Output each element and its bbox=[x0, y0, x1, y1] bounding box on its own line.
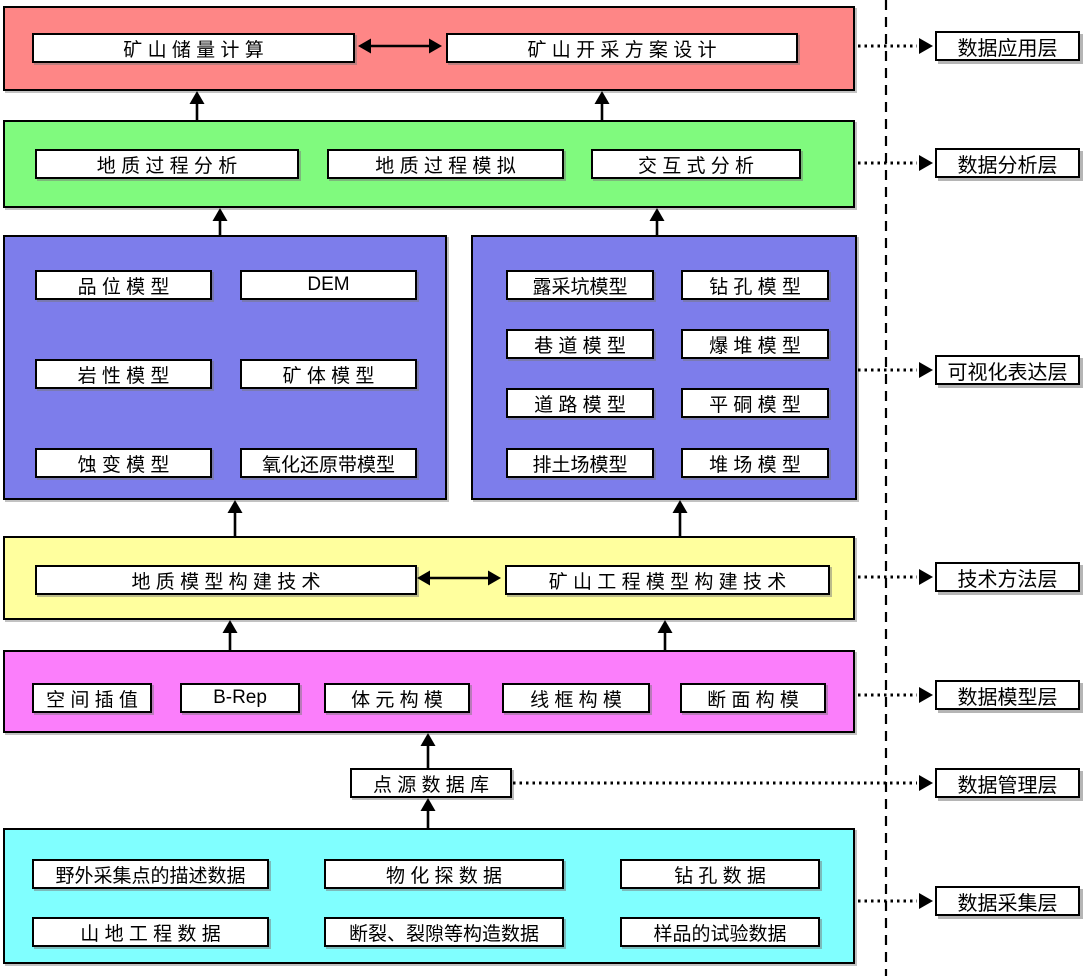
band-data-collection: 野外采集点的描述数据 物 化 探 数 据 钻 孔 数 据 山 地 工 程 数 据… bbox=[3, 828, 855, 964]
layer-label-data-application: 数据应用层 bbox=[935, 31, 1080, 61]
dotted-connector-arrow bbox=[513, 775, 933, 791]
node-geo-process-simulation: 地 质 过 程 模 拟 bbox=[327, 149, 564, 179]
up-arrow bbox=[227, 500, 243, 536]
node-lithology-model: 岩 性 模 型 bbox=[35, 359, 212, 389]
layer-label-data-management: 数据管理层 bbox=[935, 768, 1080, 798]
node-drillhole-data: 钻 孔 数 据 bbox=[620, 859, 820, 889]
layer-label-visualization: 可视化表达层 bbox=[935, 355, 1080, 385]
node-spatial-interpolation: 空 间 插 值 bbox=[32, 683, 152, 713]
node-brep: B-Rep bbox=[180, 683, 300, 713]
up-arrow bbox=[222, 620, 238, 650]
node-road-model: 道 路 模 型 bbox=[506, 388, 654, 418]
up-arrow bbox=[649, 208, 665, 235]
node-point-source-database: 点 源 数 据 库 bbox=[350, 768, 512, 798]
node-dem: DEM bbox=[240, 270, 417, 300]
layer-label-data-analysis: 数据分析层 bbox=[935, 148, 1080, 178]
up-arrow bbox=[212, 208, 228, 235]
node-voxel-modeling: 体 元 构 模 bbox=[324, 683, 470, 713]
dotted-connector-arrow bbox=[858, 569, 933, 585]
dotted-connector-arrow bbox=[858, 155, 933, 171]
node-geophysical-geochemical-data: 物 化 探 数 据 bbox=[324, 859, 564, 889]
node-waste-dump-model: 排土场模型 bbox=[506, 448, 654, 478]
layer-label-data-collection: 数据采集层 bbox=[935, 886, 1080, 916]
band-data-application: 矿 山 储 量 计 算 矿 山 开 采 方 案 设 计 bbox=[3, 6, 855, 91]
band-data-analysis: 地 质 过 程 分 析 地 质 过 程 模 拟 交 互 式 分 析 bbox=[3, 120, 855, 208]
node-open-pit-model: 露采坑模型 bbox=[506, 270, 654, 300]
node-tunnel-model: 巷 道 模 型 bbox=[506, 329, 654, 359]
node-stockyard-model: 堆 场 模 型 bbox=[681, 448, 829, 478]
panel-geology-models: 品 位 模 型 DEM 岩 性 模 型 矿 体 模 型 蚀 变 模 型 氧化还原… bbox=[3, 235, 447, 500]
node-blast-pile-model: 爆 堆 模 型 bbox=[681, 329, 829, 359]
dotted-connector-arrow bbox=[858, 362, 933, 378]
node-orebody-model: 矿 体 模 型 bbox=[240, 359, 417, 389]
layer-label-technique-method: 技术方法层 bbox=[935, 562, 1080, 592]
node-redox-zone-model: 氧化还原带模型 bbox=[240, 448, 417, 478]
dotted-connector-arrow bbox=[858, 893, 933, 909]
node-mountain-engineering-data: 山 地 工 程 数 据 bbox=[32, 917, 269, 947]
node-wireframe-modeling: 线 框 构 模 bbox=[502, 683, 650, 713]
node-reserve-calculation: 矿 山 储 量 计 算 bbox=[32, 33, 355, 63]
up-arrow bbox=[594, 91, 610, 120]
up-arrow bbox=[420, 798, 436, 828]
node-geo-model-construction: 地 质 模 型 构 建 技 术 bbox=[35, 565, 417, 595]
dotted-connector-arrow bbox=[858, 687, 933, 703]
panel-engineering-models: 露采坑模型 钻 孔 模 型 巷 道 模 型 爆 堆 模 型 道 路 模 型 平 … bbox=[471, 235, 857, 500]
node-fault-fracture-data: 断裂、裂隙等构造数据 bbox=[324, 917, 564, 947]
up-arrow bbox=[672, 500, 688, 536]
up-arrow bbox=[657, 620, 673, 650]
node-sample-test-data: 样品的试验数据 bbox=[620, 917, 820, 947]
node-grade-model: 品 位 模 型 bbox=[35, 270, 212, 300]
dotted-connector-arrow bbox=[858, 38, 933, 54]
node-adit-model: 平 硐 模 型 bbox=[681, 388, 829, 418]
node-alteration-model: 蚀 变 模 型 bbox=[35, 448, 212, 478]
node-geo-process-analysis: 地 质 过 程 分 析 bbox=[35, 149, 299, 179]
node-drillhole-model: 钻 孔 模 型 bbox=[681, 270, 829, 300]
layer-label-data-model: 数据模型层 bbox=[935, 680, 1080, 710]
node-mining-plan-design: 矿 山 开 采 方 案 设 计 bbox=[446, 33, 798, 63]
band-data-model: 空 间 插 值 B-Rep 体 元 构 模 线 框 构 模 断 面 构 模 bbox=[3, 650, 855, 733]
up-arrow bbox=[189, 91, 205, 120]
node-interactive-analysis: 交 互 式 分 析 bbox=[591, 149, 801, 179]
band-technique-method: 地 质 模 型 构 建 技 术 矿 山 工 程 模 型 构 建 技 术 bbox=[3, 536, 855, 620]
node-field-point-description-data: 野外采集点的描述数据 bbox=[32, 859, 269, 889]
up-arrow bbox=[420, 733, 436, 768]
node-section-modeling: 断 面 构 模 bbox=[680, 683, 826, 713]
node-mine-model-construction: 矿 山 工 程 模 型 构 建 技 术 bbox=[505, 565, 830, 595]
